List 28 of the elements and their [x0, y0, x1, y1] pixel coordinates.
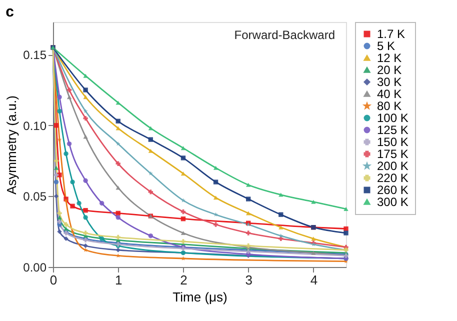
legend-label: 80 K [377, 99, 402, 113]
legend-label: 220 K [377, 171, 408, 185]
x-tick-label: 2 [180, 272, 188, 288]
y-tick-label: 0.10 [23, 118, 47, 133]
y-tick-label: 0.00 [23, 260, 47, 274]
legend-label: 12 K [377, 51, 402, 65]
y-tick-label: 0.05 [23, 190, 47, 204]
legend-label: 30 K [377, 75, 402, 89]
legend-label: 100 K [377, 111, 408, 125]
x-tick-label: 3 [245, 272, 252, 288]
legend-label: 1.7 K [377, 27, 406, 41]
legend-label: 5 K [377, 39, 396, 53]
x-axis-title: Time (μs) [172, 290, 228, 304]
x-tick-label: 4 [310, 272, 318, 288]
x-tick-label: 0 [50, 272, 58, 288]
y-axis-title: Asymmetry (a.u.) [4, 96, 20, 194]
legend-label: 175 K [377, 147, 408, 161]
y-tick-label: 0.15 [23, 48, 47, 62]
legend-label: 125 K [377, 123, 408, 137]
legend-label: 40 K [377, 87, 402, 101]
annotation: Forward-Backward [234, 28, 335, 42]
legend-label: 300 K [377, 195, 408, 209]
legend-label: 150 K [377, 135, 408, 149]
legend-label: 260 K [377, 183, 408, 197]
chart-title: c [6, 4, 14, 20]
x-tick-label: 1 [114, 272, 122, 288]
legend-label: 200 K [377, 159, 408, 173]
legend-label: 20 K [377, 63, 402, 77]
